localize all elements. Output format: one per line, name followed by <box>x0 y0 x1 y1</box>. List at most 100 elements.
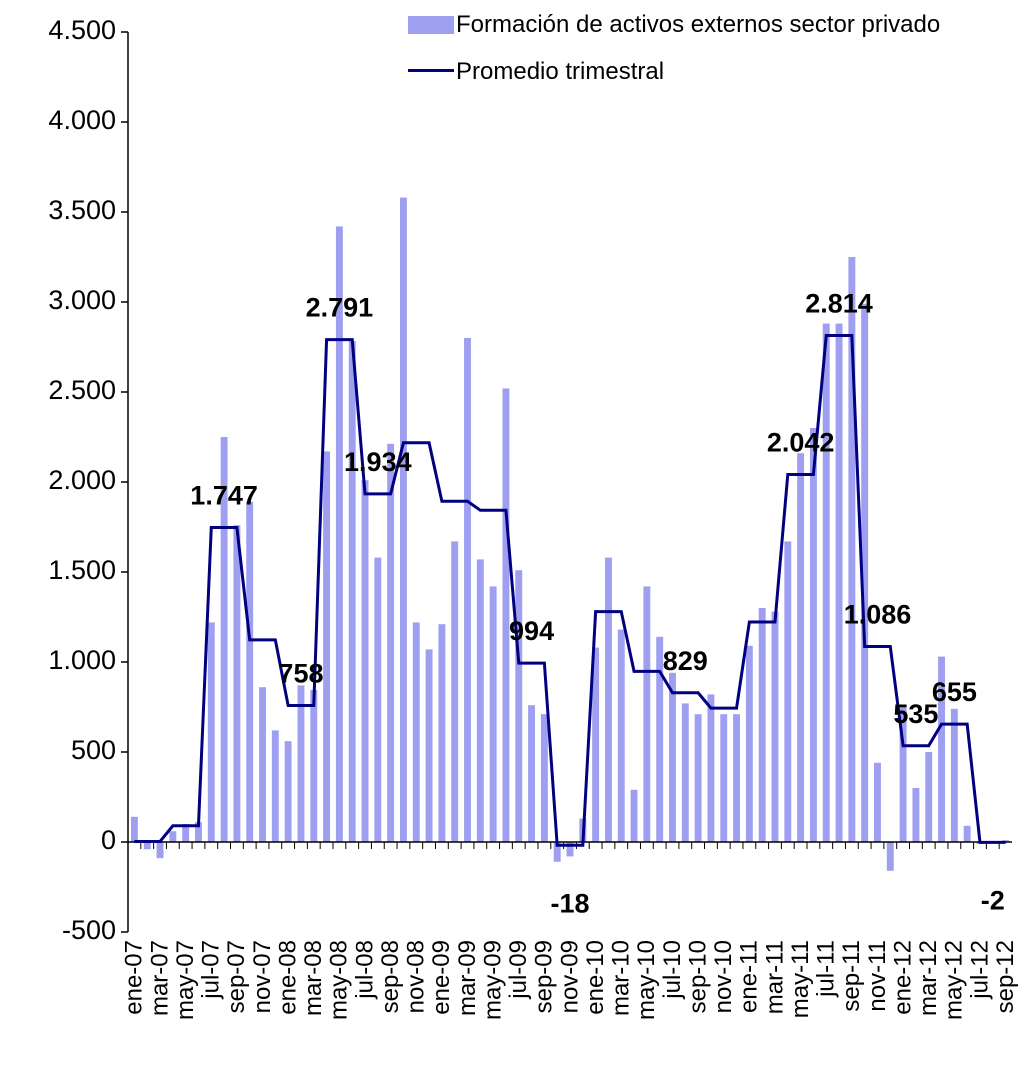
value-label: -2 <box>981 885 1005 915</box>
bar <box>822 323 830 843</box>
bar <box>950 708 958 842</box>
bar <box>720 714 728 842</box>
value-label: 1.747 <box>190 481 258 511</box>
x-tick-label: mar-09 <box>454 940 481 1016</box>
legend-label: Formación de activos externos sector pri… <box>456 11 941 38</box>
bar <box>361 480 369 842</box>
bar <box>925 752 933 842</box>
bar <box>425 649 433 842</box>
bar <box>515 570 523 842</box>
legend-swatch <box>408 69 454 72</box>
bar <box>874 762 881 842</box>
x-tick-label: ene-08 <box>274 940 301 1015</box>
bar <box>592 647 600 842</box>
bar <box>758 608 766 842</box>
y-tick-label: 4.000 <box>48 105 116 135</box>
y-tick-label: 1.000 <box>48 645 116 675</box>
bar <box>156 842 164 859</box>
bar <box>464 338 471 842</box>
value-label: 2.814 <box>805 289 873 319</box>
value-label: 758 <box>278 659 323 689</box>
bar <box>387 443 395 842</box>
x-tick-label: may-12 <box>941 940 968 1020</box>
y-tick-label: 3.000 <box>48 285 116 315</box>
bar <box>745 645 753 842</box>
bar <box>617 629 625 842</box>
bar <box>348 341 356 842</box>
value-label: 2.791 <box>306 293 374 323</box>
bar <box>323 451 331 842</box>
bar <box>848 257 856 842</box>
bar <box>476 559 484 842</box>
line <box>134 333 1006 847</box>
bar <box>540 714 548 842</box>
x-tick-label: may-10 <box>633 940 660 1020</box>
value-label: 994 <box>509 616 554 646</box>
bar <box>451 541 459 842</box>
legend-entry: Formación de activos externos sector pri… <box>408 8 968 41</box>
bar <box>233 525 241 842</box>
x-tick-label: may-09 <box>479 940 506 1020</box>
bar <box>297 685 305 842</box>
x-tick-label: sep-08 <box>377 940 404 1013</box>
bar <box>374 557 382 842</box>
x-tick-label: sep-07 <box>223 940 250 1013</box>
y-tick-label: -500 <box>62 915 116 945</box>
bar <box>963 825 971 842</box>
x-tick-label: nov-11 <box>864 940 891 1012</box>
x-tick-label: nov-07 <box>249 940 276 1013</box>
value-label: 535 <box>893 699 938 729</box>
x-tick-label: nov-08 <box>403 940 430 1013</box>
legend-label: Promedio trimestral <box>456 58 665 85</box>
value-label: 2.042 <box>767 428 835 458</box>
bar <box>412 622 420 842</box>
y-tick-label: 4.500 <box>48 15 116 45</box>
bar <box>246 501 254 842</box>
x-tick-label: sep-12 <box>992 940 1019 1013</box>
x-tick-label: jul-10 <box>659 940 686 1000</box>
bar <box>130 816 138 842</box>
x-tick-label: sep-10 <box>684 940 711 1013</box>
x-tick-label: jul-12 <box>966 940 993 1000</box>
x-tick-label: jul-09 <box>505 940 532 1000</box>
bar <box>169 831 177 842</box>
x-tick-label: ene-10 <box>582 940 609 1015</box>
bar <box>310 689 318 842</box>
bar <box>912 788 920 842</box>
bar <box>899 705 907 842</box>
value-label: 655 <box>932 677 977 707</box>
x-tick-label: may-07 <box>172 940 199 1020</box>
bar <box>771 611 779 842</box>
x-tick-label: mar-07 <box>146 940 173 1016</box>
x-tick-label: ene-07 <box>121 940 148 1015</box>
bar <box>399 197 407 843</box>
bar <box>438 624 446 842</box>
x-tick-label: ene-12 <box>889 940 916 1015</box>
bar <box>656 636 664 842</box>
bar <box>259 687 266 842</box>
bar <box>707 694 715 842</box>
bar <box>502 388 510 842</box>
y-tick-label: 2.000 <box>48 465 116 495</box>
legend-entry: Promedio trimestral <box>408 55 968 88</box>
y-tick-label: 0 <box>101 825 116 855</box>
bar <box>886 842 894 871</box>
x-tick-label: jul-07 <box>198 940 225 1000</box>
value-label: 1.086 <box>844 600 912 630</box>
x-tick-label: sep-09 <box>531 940 558 1013</box>
x-tick-label: nov-10 <box>710 940 737 1013</box>
bar <box>643 586 651 842</box>
bar <box>694 714 702 842</box>
bar <box>797 453 805 842</box>
bar <box>784 541 792 842</box>
bar <box>566 842 574 857</box>
bar <box>528 705 536 842</box>
x-tick-label: mar-12 <box>915 940 942 1016</box>
bar <box>861 303 869 842</box>
bar <box>604 557 612 842</box>
bar <box>489 586 497 842</box>
x-tick-label: mar-11 <box>761 940 788 1014</box>
bar <box>220 437 228 842</box>
